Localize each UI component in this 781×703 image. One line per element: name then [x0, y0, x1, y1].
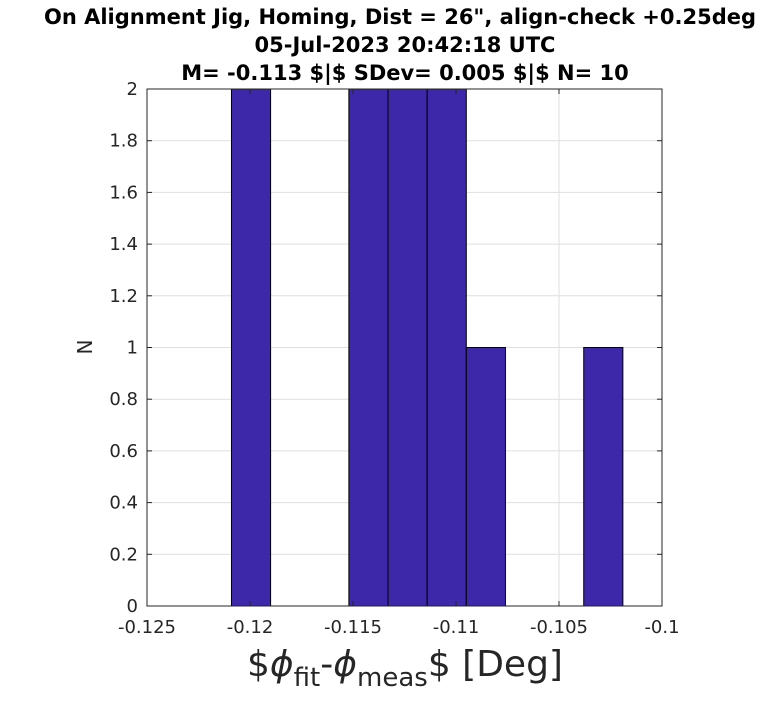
y-tick-label: 2 [127, 79, 138, 100]
y-axis-label: N [73, 340, 97, 355]
histogram-bar [426, 88, 467, 607]
x-tick-label: -0.125 [118, 617, 176, 638]
y-tick-label: 1.8 [109, 131, 138, 152]
x-tick-label: -0.12 [227, 617, 274, 638]
y-tick-label: 1.6 [109, 182, 138, 203]
histogram-bar [230, 88, 272, 607]
x-axis-label: $ϕfit-ϕmeas$ [Deg] [247, 644, 563, 693]
y-tick-label: 0.8 [109, 389, 138, 410]
x-tick-label: -0.1 [644, 617, 679, 638]
x-tick-label: -0.11 [433, 617, 480, 638]
y-tick-label: 0 [127, 596, 138, 617]
histogram-bars [230, 88, 624, 607]
y-tick-label: 1 [127, 338, 138, 359]
histogram-bar [348, 88, 389, 607]
histogram-bar [583, 347, 624, 607]
chart-title-line-1: On Alignment Jig, Homing, Dist = 26", al… [44, 5, 756, 29]
histogram-bar [387, 88, 428, 607]
histogram-bar [465, 347, 506, 607]
x-tick-label: -0.105 [530, 617, 588, 638]
y-tick-label: 1.2 [109, 286, 138, 307]
chart-title-line-3: M= -0.113 $|$ SDev= 0.005 $|$ N= 10 [181, 61, 629, 86]
axis-ticks: -0.125 -0.12 -0.115 -0.11 -0.105 -0.1 0 0.2 0.4 0… [109, 79, 679, 638]
y-tick-label: 0.6 [109, 441, 138, 462]
x-tick-label: -0.115 [324, 617, 382, 638]
chart-title-line-2: 05-Jul-2023 20:42:18 UTC [255, 33, 556, 57]
y-tick-label: 0.4 [109, 493, 138, 514]
y-tick-label: 0.2 [109, 544, 138, 565]
y-tick-label: 1.4 [109, 234, 138, 255]
